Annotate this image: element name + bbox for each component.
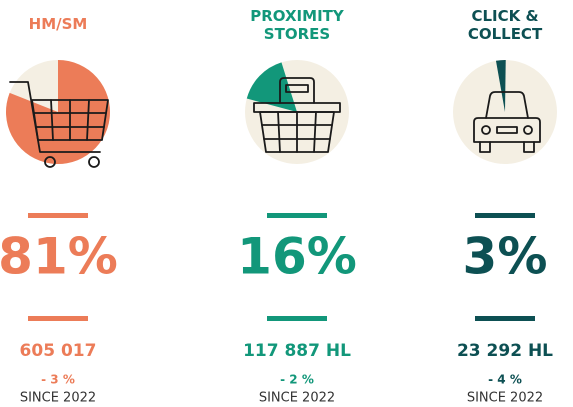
divider [475, 316, 535, 321]
divider [28, 213, 88, 218]
since-label: SINCE 2022 [20, 391, 96, 406]
percent-label: 16% [237, 228, 357, 286]
volume-label: 605 017 [20, 341, 97, 361]
change-label: - 2 % [280, 373, 314, 387]
since-label: SINCE 2022 [467, 391, 543, 406]
pie-slice [246, 62, 297, 112]
column-title: HM/SM [29, 15, 88, 33]
icons [9, 77, 541, 168]
pie-slice [6, 60, 111, 165]
column-title: PROXIMITY STORES [250, 7, 345, 43]
car-icon [473, 91, 541, 153]
divider [475, 213, 535, 218]
divider [267, 316, 327, 321]
percent-label: 81% [0, 228, 118, 286]
divider [267, 213, 327, 218]
change-label: - 3 % [41, 373, 75, 387]
percent-label: 3% [463, 228, 548, 286]
column-title: CLICK & COLLECT [468, 7, 543, 43]
divider [28, 316, 88, 321]
since-label: SINCE 2022 [259, 391, 335, 406]
volume-label: 23 292 HL [457, 341, 553, 361]
pie-slice [495, 60, 506, 112]
change-label: - 4 % [488, 373, 522, 387]
basket-icon [253, 77, 341, 153]
volume-label: 117 887 HL [243, 341, 351, 361]
cart-icon [9, 81, 109, 168]
